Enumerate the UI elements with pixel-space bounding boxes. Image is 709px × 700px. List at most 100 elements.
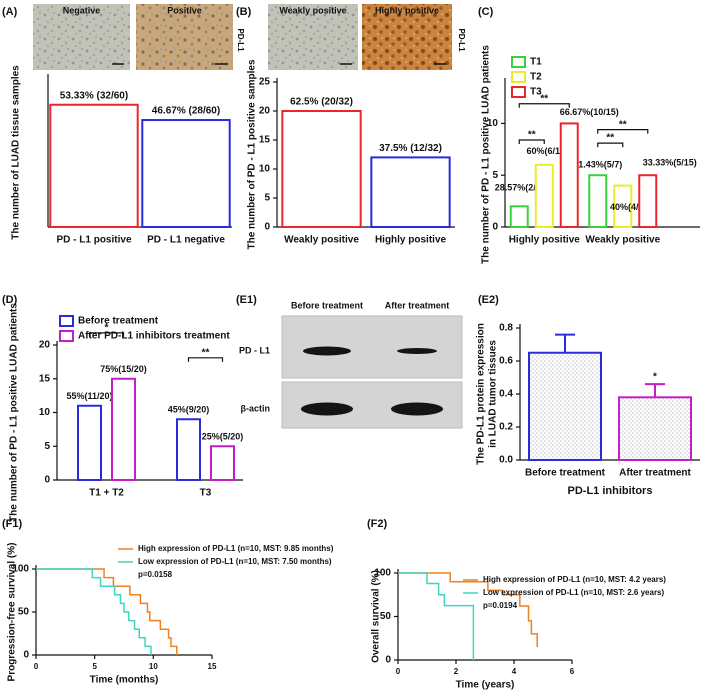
bar [176,418,201,481]
x-tick-label: 2 [454,667,459,676]
y-axis-label: Progression-free survival (%) [7,543,18,682]
value-label: 60%(6/10) [526,146,568,156]
blot-panel [281,315,463,379]
value-label: 45%(9/20) [168,405,210,415]
legend-label: Before treatment [78,316,159,327]
x-tick-label: Highly positive [509,235,581,246]
value-label: 46.67% (28/60) [152,106,220,117]
y-axis-label: in LUAD tumor tissues [488,340,499,448]
value-label: 71.43%(5/7) [573,160,622,170]
significance-mark: ** [540,93,548,104]
value-label: 53.33% (32/60) [60,90,128,101]
value-label: 33.33%(5/15) [643,158,697,168]
y-tick-label: 0 [23,650,29,661]
y-tick-label: 0.4 [499,389,513,400]
blot-band [397,348,437,354]
x-tick-label: Weakly positive [585,235,660,246]
y-tick-label: 5 [264,193,270,204]
significance-mark: * [105,322,109,333]
bar [613,184,633,228]
bar [141,119,231,228]
bar [210,445,235,481]
bar [370,156,451,228]
image-label: Highly positive [375,5,439,15]
y-tick-label: 0.8 [499,323,513,334]
bar [111,377,136,481]
significance-bracket [597,142,624,148]
significance-mark: ** [619,119,627,130]
image-tag: PD-L1 [457,28,466,52]
bar [618,396,692,461]
image-label: Weakly positive [279,5,346,15]
legend-label: T3 [530,87,542,98]
panel-label: (B) [236,6,252,18]
y-axis-label: The PD-L1 protein expression [476,323,487,465]
x-tick-label: Weakly positive [284,235,359,246]
legend-label: Low expression of PD-L1 (n=10, MST: 2.6 … [483,588,665,597]
y-tick-label: 5 [44,441,50,452]
column-label: After treatment [385,300,450,310]
y-tick-label: 5 [492,170,498,181]
legend-swatch [511,86,526,98]
blot-band [301,402,353,416]
panel-label: (C) [478,6,494,18]
survival-curve [36,568,178,655]
y-axis-label: The number of PD - L1 positive samples [247,59,258,249]
y-tick-label: 20 [259,106,271,117]
significance-mark: ** [202,347,210,358]
x-tick-label: 0 [396,667,401,676]
y-tick-label: 100 [12,564,29,575]
x-tick-label: 6 [570,667,575,676]
value-label: 55%(11/20) [66,391,112,401]
x-axis-label: PD-L1 inhibitors [568,485,653,497]
legend-label: T2 [530,72,542,83]
panel-label: (A) [2,6,18,18]
legend-label: T1 [530,57,542,68]
legend-swatch [511,71,526,83]
legend-swatch [59,315,74,327]
value-label: 66.67%(10/15) [560,107,619,117]
x-axis-label: Time (years) [456,680,515,691]
bar [77,404,102,481]
bar [588,174,608,228]
x-tick-label: 5 [92,662,97,671]
y-tick-label: 100 [374,568,391,579]
column-label: Before treatment [291,300,363,310]
image-label: Negative [63,5,101,15]
p-value: p=0.0158 [138,570,173,579]
x-tick-label: Before treatment [525,468,606,479]
y-tick-label: 15 [259,135,271,146]
x-tick-label: T1 + T2 [89,488,124,499]
bar [559,122,579,228]
y-tick-label: 0 [44,475,50,486]
y-tick-label: 0 [492,222,498,233]
y-axis-label: The number of PD - L1 positive LUAD pati… [9,303,20,522]
significance-bracket [187,357,224,362]
survival-curve [398,572,538,647]
x-tick-label: 0 [34,662,39,671]
panel-label: (D) [2,294,18,306]
x-tick-label: 15 [208,662,217,671]
y-tick-label: 15 [39,373,51,384]
y-tick-label: 0.6 [499,356,513,367]
bar [49,103,139,228]
significance-bracket [597,129,649,134]
bar [509,205,529,229]
y-tick-label: 10 [487,118,499,129]
y-tick-label: 20 [39,340,51,351]
x-tick-label: PD - L1 negative [147,235,225,246]
blot-band [303,346,351,356]
value-label: 37.5% (12/32) [379,143,442,154]
value-label: 40%(4/10) [610,202,652,212]
x-tick-label: PD - L1 positive [56,235,131,246]
significance-mark: * [653,372,657,383]
micrograph [362,4,452,70]
y-tick-label: 0 [385,655,391,666]
error-bar [555,333,575,353]
legend-swatch [59,330,74,342]
micrograph [268,4,358,70]
micrograph [136,4,233,70]
significance-bracket [88,332,125,337]
y-axis-label: The number of LUAD tissue samples [11,65,22,240]
